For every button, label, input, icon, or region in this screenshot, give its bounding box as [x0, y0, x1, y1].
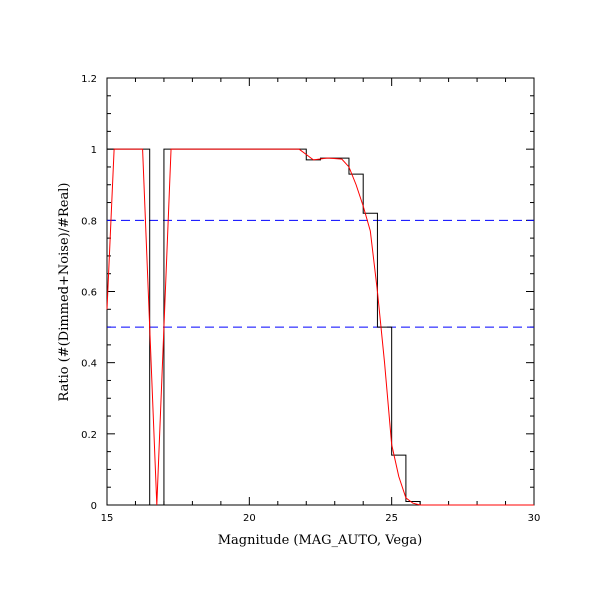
smoothed-line-series [106, 148, 534, 506]
y-tick-label: 0 [91, 501, 97, 512]
series-layer [106, 148, 534, 506]
x-tick-label: 30 [528, 513, 541, 524]
y-tick-label: 0.4 [81, 359, 97, 370]
x-axis-title: Magnitude (MAG_AUTO, Vega) [218, 533, 423, 548]
y-tick-label: 0.2 [81, 430, 97, 441]
x-tick-label: 15 [101, 513, 114, 524]
x-tick-label: 20 [243, 513, 256, 524]
y-tick-label: 1 [91, 145, 97, 156]
tick-labels: 15 20 25 30 0 0.2 0.4 0.6 0.8 1 1.2 [81, 74, 540, 524]
reference-lines [107, 219, 534, 328]
y-tick-label: 0.8 [81, 216, 97, 227]
y-tick-label: 0.6 [81, 288, 97, 299]
y-axis-title: Ratio (#(Dimmed+Noise)/#Real) [57, 183, 72, 402]
y-tick-label: 1.2 [81, 74, 97, 85]
ticks-layer [106, 77, 535, 506]
plot-frame [106, 77, 535, 506]
x-tick-label: 25 [385, 513, 398, 524]
